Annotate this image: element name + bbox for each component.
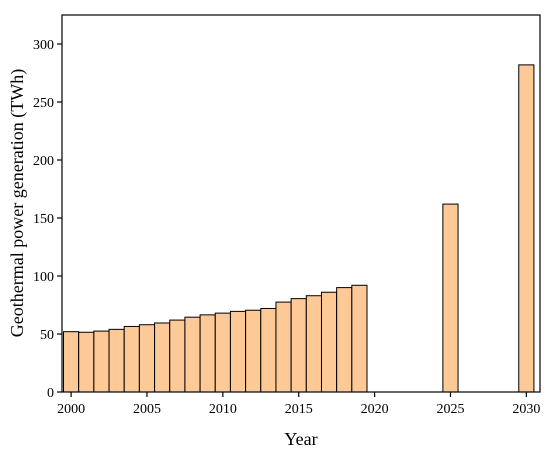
y-axis-title: Geothermal power generation (TWh)	[7, 69, 28, 337]
y-tick-label-300: 300	[33, 38, 54, 53]
x-tick-label-2030: 2030	[512, 402, 540, 417]
bar-2008	[184, 316, 201, 393]
y-tick-label-50: 50	[40, 328, 54, 343]
bar-2025	[442, 203, 459, 393]
bar-2006	[154, 322, 171, 393]
x-tick-label-2015: 2015	[285, 402, 313, 417]
x-tick-label-2010: 2010	[209, 402, 237, 417]
bar-2009	[199, 314, 216, 393]
plot-frame	[61, 14, 541, 393]
y-tick-label-0: 0	[47, 386, 54, 401]
x-tick-label-2000: 2000	[57, 402, 85, 417]
y-tick-label-150: 150	[33, 212, 54, 227]
bar-2019	[351, 284, 368, 393]
bar-2013	[260, 307, 277, 393]
bar-2003	[108, 328, 125, 393]
y-tick-label-200: 200	[33, 154, 54, 169]
bars-group	[63, 64, 535, 393]
bar-2012	[245, 309, 262, 393]
bar-2001	[78, 331, 95, 393]
bar-2002	[93, 330, 110, 393]
x-axis-title: Year	[284, 429, 317, 449]
bar-2004	[123, 325, 140, 393]
y-axis: 0 50 100 150 200 250 300	[33, 38, 62, 401]
x-tick-label-2025: 2025	[436, 402, 464, 417]
bar-2000	[63, 331, 80, 393]
bar-2016	[305, 295, 322, 393]
bar-2005	[138, 324, 156, 393]
y-tick-label-100: 100	[33, 270, 54, 285]
bar-2018	[336, 287, 353, 393]
bar-2014	[275, 301, 292, 393]
bar-2010	[214, 312, 231, 393]
bar-2030	[518, 64, 535, 393]
bar-2017	[320, 291, 338, 393]
x-tick-label-2005: 2005	[133, 402, 161, 417]
x-tick-label-2020: 2020	[361, 402, 389, 417]
bar-2007	[169, 319, 186, 393]
bar-2015	[290, 298, 307, 393]
bar-2011	[229, 310, 247, 393]
x-axis: 2000 2005 2010 2015 2020 2025 2030	[57, 392, 540, 417]
y-tick-label-250: 250	[33, 96, 54, 111]
